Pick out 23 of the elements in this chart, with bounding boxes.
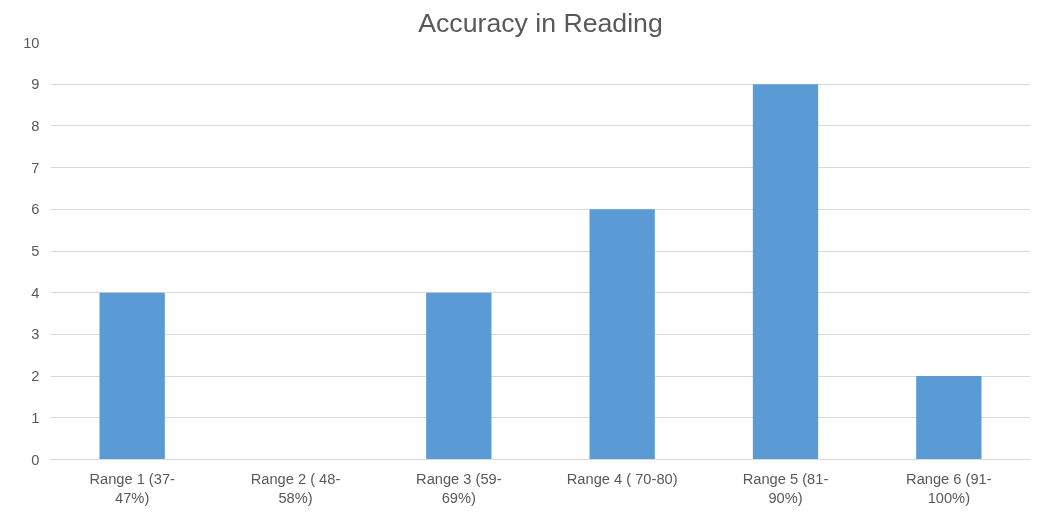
bar: [916, 376, 982, 460]
x-tick-label: Range 2 ( 48- 58%): [250, 470, 341, 506]
y-tick-label: 0: [31, 451, 40, 468]
bar: [752, 84, 819, 460]
chart-title: Accuracy in Reading: [418, 7, 663, 38]
y-tick-label: 10: [23, 34, 40, 51]
y-tick-label: 1: [31, 409, 40, 426]
x-tick-label: Range 4 ( 70-80): [566, 470, 678, 487]
x-tick-label: Range 6 (91- 100%): [906, 470, 992, 506]
y-tick-label: 3: [31, 326, 40, 343]
bar: [99, 292, 165, 460]
y-tick-label: 2: [31, 368, 40, 385]
y-tick-label: 5: [31, 243, 40, 259]
y-tick-label: 8: [31, 117, 40, 134]
x-tick-label: Range 3 (59- 69%): [416, 470, 502, 506]
bar: [426, 292, 492, 460]
x-tick-label: Range 1 (37- 47%): [89, 470, 176, 506]
bar: [589, 209, 655, 460]
y-tick-label: 7: [31, 159, 40, 176]
y-tick-label: 4: [31, 284, 40, 301]
y-tick-label: 6: [31, 201, 40, 218]
x-tick-label: Range 5 (81- 90%): [742, 470, 829, 506]
y-tick-label: 9: [31, 76, 40, 93]
